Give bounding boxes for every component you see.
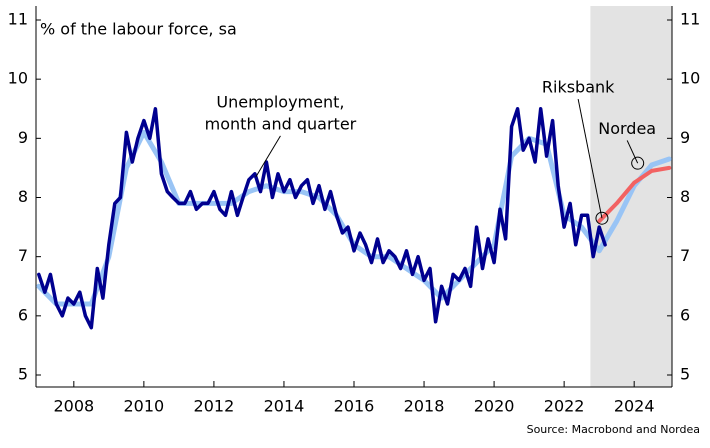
y2-tick-label: 6 [680, 305, 690, 324]
y-tick-label: 8 [18, 187, 28, 206]
series-line [37, 107, 607, 330]
x-tick-label: 2024 [614, 397, 655, 416]
annotation-marker [631, 156, 645, 170]
y-tick-label: 10 [8, 69, 28, 88]
x-tick-label: 2016 [334, 397, 375, 416]
annotation-marker [595, 211, 609, 225]
y-tick-label: 7 [18, 246, 28, 265]
y-tick-label: 6 [18, 305, 28, 324]
annotation-leader [577, 98, 603, 219]
y-axis-label: % of the labour force, sa [40, 20, 237, 39]
x-tick-label: 2018 [404, 397, 445, 416]
y2-tick-label: 7 [680, 246, 690, 265]
y-tick-label: 11 [8, 10, 28, 29]
x-tick-label: 2008 [53, 397, 94, 416]
y2-tick-label: 8 [680, 187, 690, 206]
series-line [597, 165, 672, 224]
y2-tick-label: 5 [680, 365, 690, 384]
x-tick-label: 2010 [124, 397, 165, 416]
y-tick-label: 9 [18, 128, 28, 147]
annotation: Riksbank [542, 78, 615, 97]
annotation-leader [626, 140, 639, 164]
x-tick-label: 2014 [264, 397, 305, 416]
y2-tick-label: 10 [680, 69, 700, 88]
annotation: month and quarter [205, 114, 357, 133]
y-tick-label: 5 [18, 365, 28, 384]
x-tick-label: 2022 [544, 397, 585, 416]
x-tick-label: 2020 [474, 397, 515, 416]
annotation: Unemployment, [216, 92, 344, 111]
y2-tick-label: 11 [680, 10, 700, 29]
source: Source: Macrobond and Nordea [527, 423, 700, 436]
x-tick-label: 2012 [194, 397, 235, 416]
annotation: Nordea [598, 119, 656, 138]
annotation-leader [255, 135, 281, 178]
y2-tick-label: 9 [680, 128, 690, 147]
